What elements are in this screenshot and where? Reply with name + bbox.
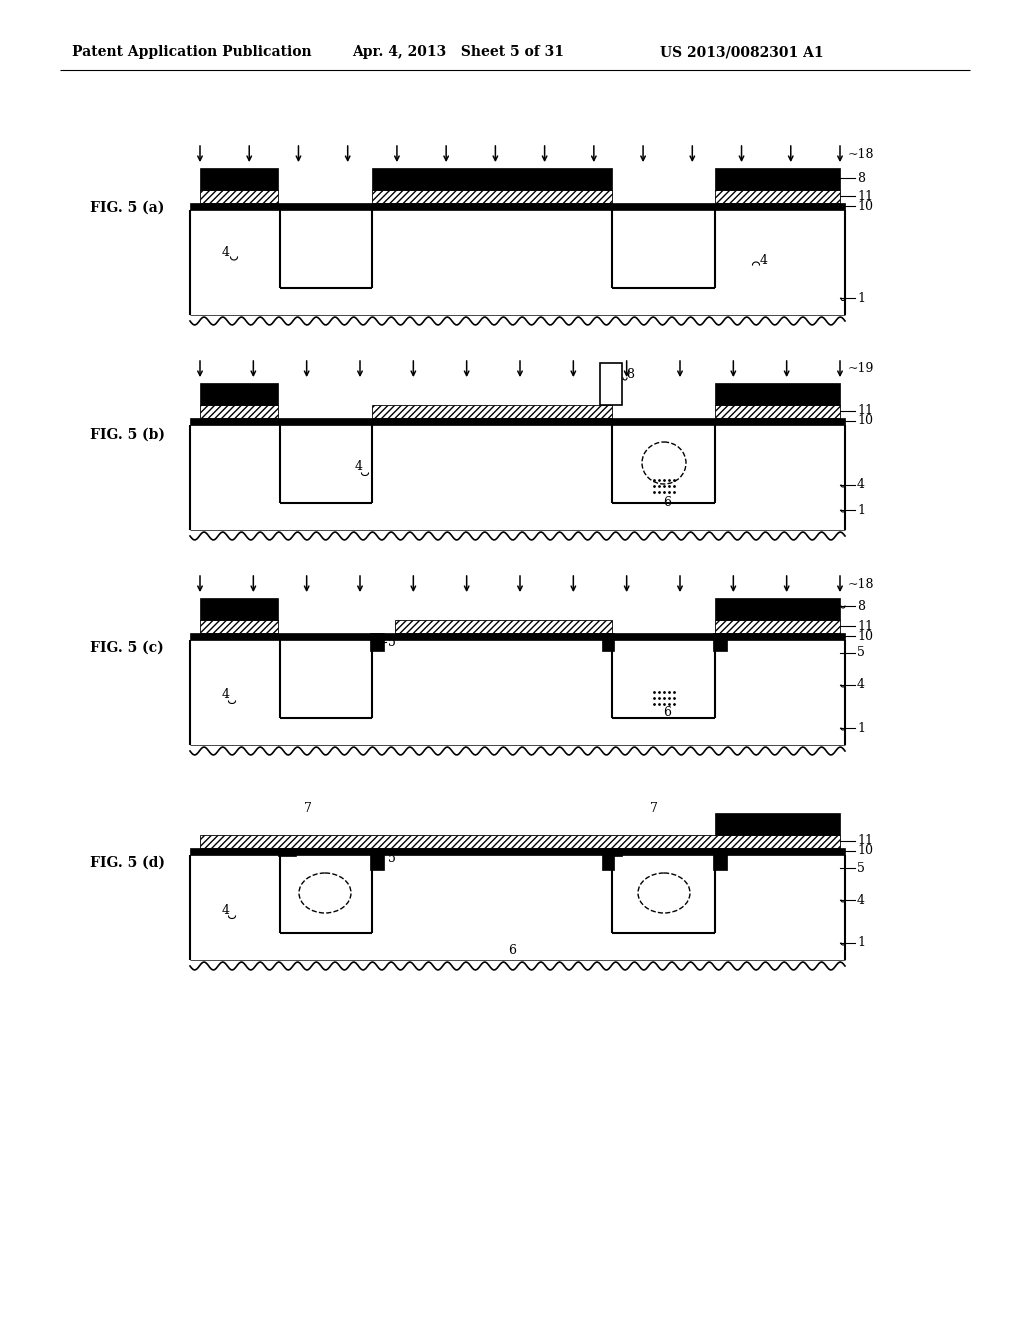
Bar: [713, 847, 727, 870]
Text: ~18: ~18: [848, 148, 874, 161]
Bar: [715, 598, 840, 620]
Text: ~19: ~19: [848, 363, 874, 375]
Bar: [600, 363, 622, 405]
Text: Apr. 4, 2013   Sheet 5 of 31: Apr. 4, 2013 Sheet 5 of 31: [352, 45, 564, 59]
Text: 7: 7: [650, 801, 658, 814]
Bar: [200, 190, 278, 203]
Bar: [715, 405, 840, 418]
Text: 10: 10: [857, 845, 873, 858]
Text: 1: 1: [857, 936, 865, 949]
Bar: [278, 847, 296, 855]
Text: 5: 5: [388, 635, 396, 648]
Text: FIG. 5 (b): FIG. 5 (b): [90, 428, 165, 442]
Bar: [602, 634, 614, 651]
Text: 4: 4: [857, 894, 865, 907]
Text: 11: 11: [857, 619, 873, 632]
Text: 4: 4: [222, 246, 230, 259]
Text: 6: 6: [508, 944, 516, 957]
Bar: [395, 620, 612, 634]
Bar: [372, 405, 612, 418]
Text: 5: 5: [857, 647, 865, 660]
Text: ~18: ~18: [848, 578, 874, 590]
Text: 11: 11: [857, 404, 873, 417]
Bar: [372, 168, 612, 190]
Text: 11: 11: [857, 834, 873, 847]
Bar: [200, 620, 278, 634]
Text: 6: 6: [663, 496, 671, 510]
Bar: [190, 418, 845, 425]
Text: 4: 4: [355, 461, 362, 474]
Bar: [715, 620, 840, 634]
Text: 5: 5: [857, 862, 865, 874]
Text: FIG. 5 (c): FIG. 5 (c): [90, 642, 164, 655]
Bar: [200, 598, 278, 620]
Bar: [190, 634, 845, 640]
Bar: [200, 168, 278, 190]
Bar: [200, 405, 278, 418]
Bar: [715, 383, 840, 405]
Text: 10: 10: [857, 630, 873, 643]
Bar: [602, 847, 614, 870]
Text: 11: 11: [857, 190, 873, 202]
Text: 10: 10: [857, 414, 873, 428]
Text: 1: 1: [857, 503, 865, 516]
Bar: [370, 847, 384, 870]
Text: FIG. 5 (d): FIG. 5 (d): [90, 855, 165, 870]
Bar: [372, 190, 612, 203]
Text: 4: 4: [857, 479, 865, 491]
Bar: [604, 847, 622, 855]
Text: 7: 7: [304, 801, 312, 814]
Bar: [715, 813, 840, 836]
Text: 4: 4: [222, 689, 230, 701]
Bar: [715, 168, 840, 190]
Text: 4: 4: [760, 253, 768, 267]
Text: Patent Application Publication: Patent Application Publication: [72, 45, 311, 59]
Text: 8: 8: [857, 172, 865, 185]
Bar: [713, 634, 727, 651]
Bar: [190, 203, 845, 210]
Bar: [200, 836, 840, 847]
Bar: [370, 634, 384, 651]
Bar: [715, 190, 840, 203]
Text: 6: 6: [663, 705, 671, 718]
Text: 5: 5: [388, 851, 396, 865]
Text: 4: 4: [222, 903, 230, 916]
Bar: [190, 847, 845, 855]
Text: 1: 1: [857, 722, 865, 734]
Text: FIG. 5 (a): FIG. 5 (a): [90, 201, 165, 215]
Text: 1: 1: [857, 292, 865, 305]
Bar: [200, 383, 278, 405]
Text: 10: 10: [857, 199, 873, 213]
Text: US 2013/0082301 A1: US 2013/0082301 A1: [660, 45, 823, 59]
Text: 4: 4: [857, 678, 865, 692]
Text: 8: 8: [857, 599, 865, 612]
Text: 8: 8: [626, 368, 634, 381]
